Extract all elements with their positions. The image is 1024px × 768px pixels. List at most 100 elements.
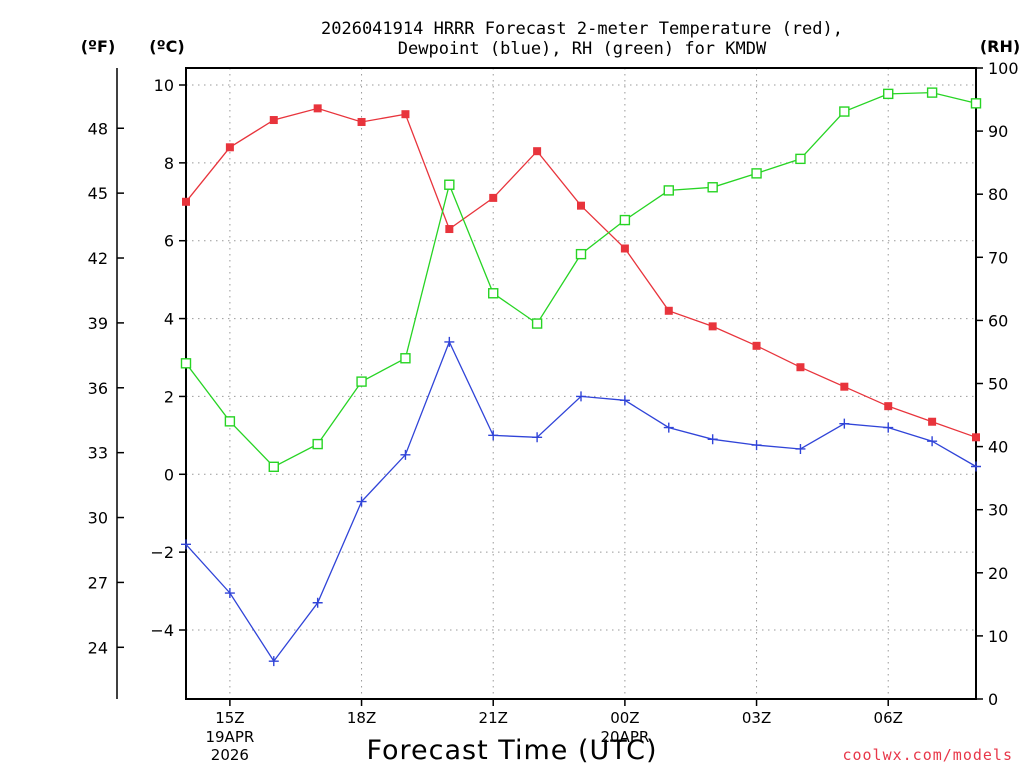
dewpoint-line	[185, 340, 977, 663]
dewpoint-point	[224, 588, 235, 599]
rh-tick-label: 20	[988, 564, 1008, 583]
date-label: 19APR	[205, 728, 254, 746]
celsius-unit-label: (ºC)	[149, 37, 184, 56]
rh-point	[883, 88, 894, 100]
rh-tick-label: 100	[988, 59, 1019, 78]
dewpoint-point	[312, 597, 323, 608]
rh-point	[795, 153, 806, 165]
temperature-point	[533, 147, 542, 156]
temperature-point	[313, 104, 322, 113]
rh-tick-label: 80	[988, 185, 1008, 204]
axes	[116, 67, 983, 706]
temperature-point	[401, 110, 410, 119]
rh-point	[707, 182, 718, 193]
rh-line	[185, 91, 977, 468]
tick-labels: −4−2024681024273033363942454801020304050…	[88, 59, 1019, 764]
temperature-point	[577, 201, 585, 210]
x-axis-label: Forecast Time (UTC)	[366, 735, 657, 766]
rh-tick-label: 90	[988, 122, 1008, 141]
temperature-point	[796, 363, 805, 372]
rh-point	[356, 376, 367, 387]
dewpoint-point	[181, 539, 191, 550]
rh-tick-label: 50	[988, 375, 1008, 394]
celsius-tick-label: 2	[164, 387, 174, 406]
credit-text: coolwx.com/models	[842, 746, 1013, 764]
date-label: 20APR	[600, 728, 649, 746]
celsius-tick-label: 10	[154, 76, 174, 95]
temperature-point	[357, 117, 366, 126]
date-label: 2026	[211, 746, 249, 764]
rh-point	[575, 248, 587, 260]
celsius-tick-label: −2	[150, 543, 174, 562]
rh-point	[400, 353, 411, 364]
temperature-point	[225, 143, 234, 152]
celsius-tick-label: −4	[150, 621, 174, 640]
rh-point	[312, 438, 323, 450]
celsius-tick-label: 8	[164, 154, 174, 173]
dewpoint-point	[663, 422, 674, 433]
temperature-line	[185, 107, 977, 438]
dewpoint-point	[444, 336, 455, 347]
celsius-tick-label: 6	[164, 232, 174, 251]
rh-point	[926, 87, 938, 98]
rh-point	[619, 214, 631, 226]
celsius-tick-label: 4	[164, 310, 174, 329]
fahrenheit-tick-label: 48	[88, 119, 108, 138]
fahrenheit-unit-label: (ºF)	[81, 37, 116, 56]
temperature-point	[445, 225, 454, 234]
temperature-point	[489, 193, 498, 202]
rh-tick-label: 10	[988, 627, 1008, 646]
rh-tick-label: 60	[988, 311, 1008, 330]
fahrenheit-tick-label: 42	[88, 249, 108, 268]
temperature-point	[620, 244, 629, 253]
temperature-point	[884, 402, 893, 411]
celsius-tick-label: 0	[164, 465, 174, 484]
x-tick-label: 03Z	[742, 709, 771, 727]
x-tick-label: 15Z	[215, 709, 244, 727]
fahrenheit-tick-label: 30	[88, 509, 108, 528]
x-tick-label: 21Z	[479, 709, 508, 727]
fahrenheit-tick-label: 45	[88, 184, 108, 203]
rh-point	[488, 288, 499, 299]
rh-point	[751, 168, 762, 179]
dewpoint-point	[356, 496, 367, 507]
fahrenheit-tick-label: 39	[88, 314, 108, 333]
rh-point	[970, 98, 982, 109]
x-tick-label: 18Z	[347, 709, 376, 727]
rh-tick-label: 40	[988, 438, 1008, 457]
fahrenheit-tick-label: 24	[88, 638, 108, 657]
rh-point	[268, 461, 279, 472]
fahrenheit-tick-label: 36	[88, 379, 108, 398]
grid-lines	[186, 68, 976, 699]
x-tick-label: 06Z	[874, 709, 903, 727]
chart-title-line-2: Dewpoint (blue), RH (green) for KMDW	[398, 39, 767, 59]
data-series	[180, 87, 982, 667]
chart-title-line-1: 2026041914 HRRR Forecast 2-meter Tempera…	[321, 19, 843, 39]
fahrenheit-tick-label: 33	[88, 444, 108, 463]
dewpoint-point	[883, 422, 894, 433]
rh-point	[444, 179, 455, 190]
dewpoint-point	[619, 395, 630, 406]
rh-tick-label: 0	[988, 690, 998, 709]
temperature-point	[972, 433, 980, 442]
fahrenheit-tick-label: 27	[88, 573, 108, 592]
dewpoint-point	[839, 418, 850, 429]
temperature-point	[840, 382, 849, 391]
dewpoint-point	[576, 391, 586, 402]
rh-point	[531, 318, 543, 329]
dewpoint-point	[707, 434, 718, 445]
temperature-point	[928, 417, 937, 426]
rh-point	[663, 185, 674, 196]
plot-frame	[185, 67, 977, 700]
temperature-point	[752, 341, 761, 350]
rh-point	[180, 358, 192, 369]
dewpoint-point	[268, 656, 279, 667]
rh-point	[839, 106, 850, 117]
dewpoint-point	[927, 436, 938, 447]
rh-tick-label: 30	[988, 501, 1008, 520]
x-tick-label: 00Z	[610, 709, 639, 727]
dewpoint-point	[488, 430, 499, 441]
temperature-point	[708, 322, 717, 331]
dewpoint-point	[751, 440, 762, 451]
